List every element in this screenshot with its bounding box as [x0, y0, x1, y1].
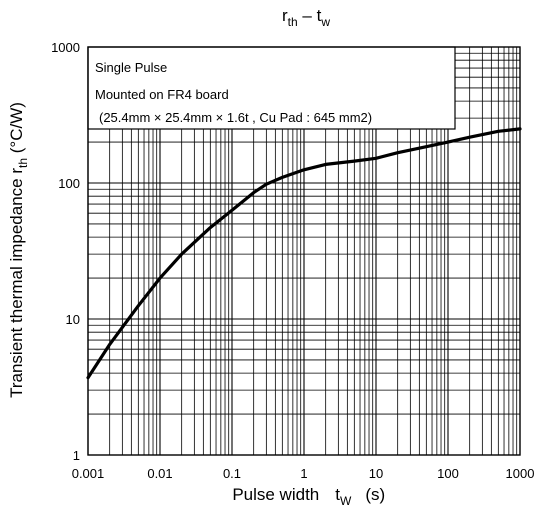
title-main: r — [282, 6, 288, 25]
x-tick-label: 0.1 — [223, 466, 241, 481]
y-tick-label: 10 — [66, 312, 80, 327]
x-tick-label: 1 — [300, 466, 307, 481]
x-tick-labels: 0.001 0.01 0.1 1 10 100 1000 — [72, 466, 535, 481]
x-label-unit: (s) — [365, 485, 385, 504]
title-sep: – t — [298, 6, 322, 25]
x-label-t: t — [335, 485, 340, 504]
x-tick-label: 100 — [437, 466, 459, 481]
annotation-background — [87, 46, 456, 130]
y-tick-labels: 1 10 100 1000 — [51, 40, 80, 463]
y-axis-label: Transient thermal impedance rth (°C/W) — [7, 102, 30, 398]
annotation-line-1: Single Pulse — [95, 60, 167, 75]
y-label-unit: (°C/W) — [7, 102, 26, 158]
series-line — [86, 127, 522, 380]
x-label-main: Pulse width — [232, 485, 319, 504]
x-axis-label: Pulse width tW (s) — [209, 485, 400, 508]
annotation-box: Single Pulse Mounted on FR4 board (25.4m… — [87, 46, 456, 130]
y-tick-label: 1000 — [51, 40, 80, 55]
title-sub2: w — [320, 15, 330, 29]
y-label-sub: th — [16, 158, 30, 168]
y-tick-label: 100 — [58, 176, 80, 191]
x-tick-label: 0.001 — [72, 466, 105, 481]
y-tick-label: 1 — [73, 448, 80, 463]
title-sub: th — [288, 15, 298, 29]
y-label-main: Transient thermal impedance r — [7, 168, 26, 398]
chart-title: rth – tw — [282, 6, 330, 29]
annotation-line-2: Mounted on FR4 board — [95, 87, 229, 102]
annotation-line-3: (25.4mm × 25.4mm × 1.6t , Cu Pad : 645 m… — [99, 110, 372, 125]
x-tick-label: 1000 — [506, 466, 535, 481]
x-tick-label: 10 — [369, 466, 383, 481]
x-tick-label: 0.01 — [147, 466, 172, 481]
plot-frame — [87, 46, 521, 456]
x-label-sub: W — [340, 494, 352, 508]
